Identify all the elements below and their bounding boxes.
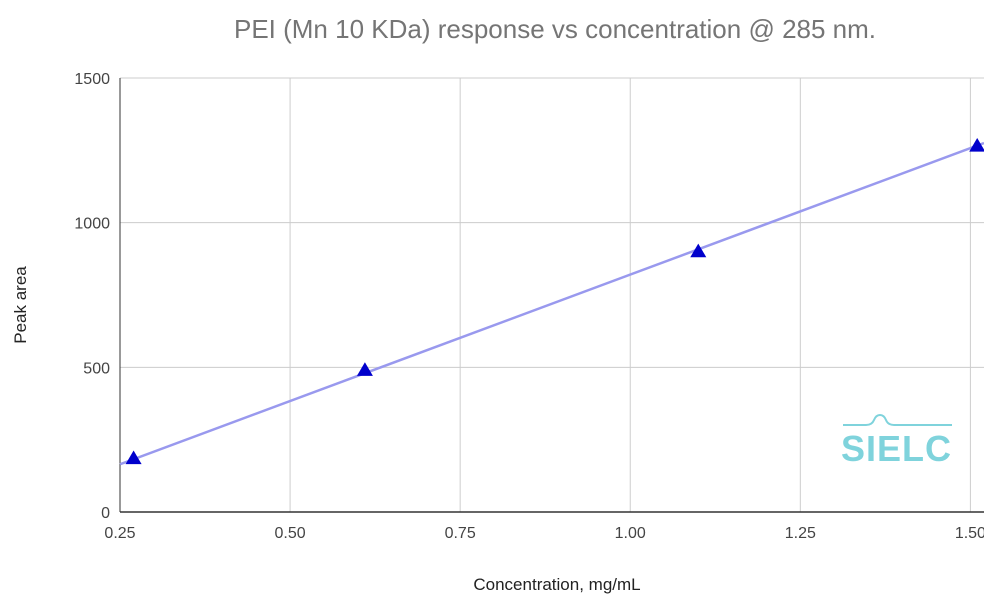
x-tick-label: 0.25: [104, 525, 135, 542]
chart-title: PEI (Mn 10 KDa) response vs concentratio…: [234, 14, 876, 44]
data-point-triangle: [125, 450, 142, 465]
x-tick-labels: 0.25 0.50 0.75 1.00 1.25 1.50: [104, 525, 984, 542]
data-point-triangle: [690, 243, 707, 258]
sielc-watermark: SIELC: [841, 413, 952, 469]
axes: [119, 78, 984, 513]
watermark-text: SIELC: [841, 428, 952, 469]
data-point-triangle: [969, 137, 984, 152]
watermark-wave: [843, 413, 952, 426]
x-axis-label: Concentration, mg/mL: [473, 575, 640, 594]
x-tick-label: 1.00: [615, 525, 646, 542]
y-tick-label: 1500: [74, 71, 110, 88]
trendline-group: [119, 141, 984, 466]
y-tick-label: 0: [101, 505, 110, 522]
y-axis-label: Peak area: [11, 266, 30, 344]
x-tick-label: 1.50: [955, 525, 984, 542]
x-tick-label: 0.75: [445, 525, 476, 542]
y-tick-label: 500: [83, 360, 110, 377]
data-point-triangle: [356, 362, 373, 376]
y-tick-label: 1000: [74, 216, 110, 233]
x-tick-label: 1.25: [785, 525, 816, 542]
x-tick-label: 0.50: [275, 525, 306, 542]
trendline: [119, 141, 984, 466]
data-points: [125, 137, 984, 465]
y-tick-labels: 0 500 1000 1500: [74, 71, 110, 522]
